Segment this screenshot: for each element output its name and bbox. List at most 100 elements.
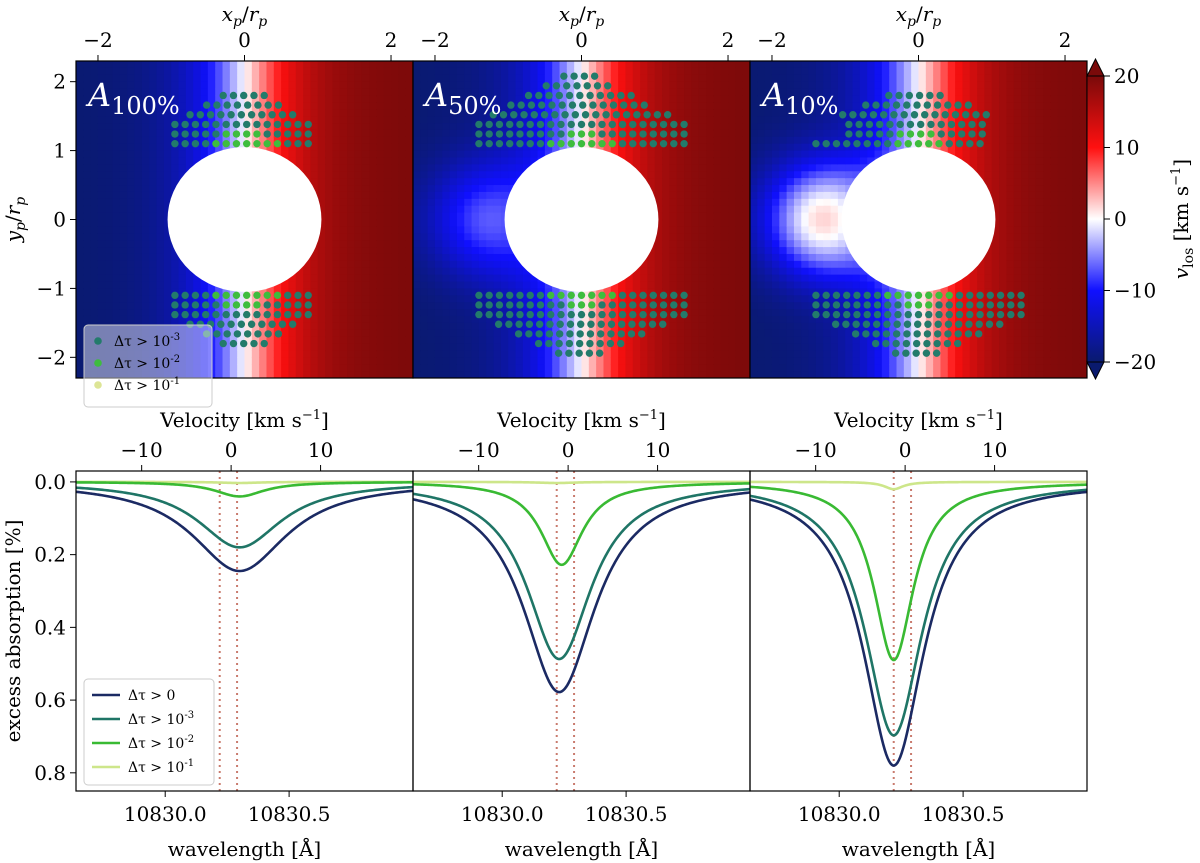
velocity-cell (742, 260, 750, 269)
velocity-cell (625, 274, 634, 283)
velocity-cell (786, 123, 795, 131)
optical-depth-dot (552, 82, 561, 90)
velocity-cell (771, 295, 780, 303)
velocity-cell (405, 274, 413, 283)
velocity-cell (706, 143, 714, 152)
velocity-cell (398, 185, 407, 193)
velocity-cell (90, 198, 99, 207)
velocity-cell (764, 191, 773, 200)
velocity-cell (801, 136, 810, 145)
velocity-cell (383, 219, 392, 227)
velocity-cell (303, 364, 312, 372)
velocity-cell (442, 288, 451, 296)
velocity-cell (295, 364, 304, 372)
velocity-cell (134, 185, 143, 193)
velocity-cell (105, 357, 114, 365)
velocity-cell (720, 315, 729, 324)
velocity-cell (552, 295, 561, 303)
velocity-cell (141, 364, 150, 372)
velocity-cell (552, 336, 561, 345)
velocity-cell (434, 171, 443, 179)
velocity-cell (420, 205, 429, 214)
velocity-cell (163, 295, 172, 303)
velocity-cell (757, 315, 766, 324)
velocity-cell (178, 171, 187, 179)
velocity-cell (317, 116, 326, 124)
velocity-cell (471, 109, 480, 117)
velocity-cell (478, 198, 487, 207)
velocity-cell (361, 357, 370, 365)
velocity-cell (676, 219, 685, 227)
velocity-cell (303, 322, 312, 331)
velocity-cell (771, 164, 780, 172)
velocity-cell (119, 88, 128, 97)
velocity-cell (522, 164, 531, 172)
optical-depth-dot (616, 339, 625, 348)
velocity-cell (786, 357, 795, 365)
velocity-cell (713, 329, 722, 338)
velocity-cell (376, 260, 385, 269)
velocity-cell (559, 329, 568, 338)
velocity-cell (662, 260, 671, 269)
velocity-cell (427, 309, 436, 317)
velocity-cell (141, 267, 150, 276)
velocity-cell (317, 364, 326, 372)
velocity-cell (405, 136, 413, 145)
velocity-cell (347, 350, 355, 358)
optical-depth-dot (586, 330, 595, 338)
velocity-cell (640, 164, 649, 172)
velocity-cell (163, 247, 172, 255)
velocity-cell (566, 371, 575, 378)
velocity-cell (127, 164, 136, 172)
velocity-cell (647, 274, 656, 283)
velocity-cell (706, 123, 714, 131)
velocity-cell (779, 329, 788, 338)
velocity-cell (771, 191, 780, 200)
velocity-cell (750, 102, 758, 110)
velocity-cell (281, 295, 290, 303)
velocity-cell (134, 226, 143, 234)
velocity-cell (332, 343, 341, 352)
velocity-cell (347, 364, 355, 372)
velocity-cell (163, 274, 172, 283)
velocity-cell (171, 102, 180, 110)
velocity-cell (456, 67, 465, 76)
velocity-cell (786, 343, 795, 352)
velocity-cell (764, 343, 773, 352)
velocity-cell (376, 267, 385, 276)
velocity-cell (339, 116, 348, 124)
velocity-cell (750, 205, 758, 214)
velocity-cell (508, 143, 517, 152)
velocity-cell (141, 336, 150, 345)
velocity-cell (610, 61, 619, 69)
velocity-cell (376, 357, 385, 365)
velocity-cell (552, 364, 561, 372)
velocity-cell (325, 178, 334, 186)
velocity-cell (632, 295, 641, 303)
velocity-cell (464, 109, 473, 117)
velocity-cell (654, 219, 663, 227)
velocity-cell (273, 357, 282, 365)
velocity-cell (303, 164, 312, 172)
optical-depth-dot (253, 120, 261, 129)
velocity-cell (654, 267, 663, 276)
velocity-cell (339, 191, 348, 200)
velocity-cell (691, 143, 700, 152)
velocity-cell (193, 329, 202, 338)
velocity-cell (720, 81, 729, 90)
velocity-cell (698, 178, 707, 186)
velocity-cell (259, 302, 268, 310)
optical-depth-dot (546, 320, 554, 328)
velocity-cell (684, 81, 692, 90)
velocity-cell (471, 88, 480, 97)
velocity-cell (493, 364, 502, 372)
velocity-cell (676, 274, 685, 283)
velocity-cell (391, 219, 399, 227)
velocity-cell (728, 371, 736, 378)
velocity-cell (442, 315, 451, 324)
velocity-cell (303, 336, 312, 345)
velocity-cell (178, 288, 187, 296)
velocity-cell (178, 357, 187, 365)
velocity-cell (662, 295, 671, 303)
velocity-cell (757, 309, 766, 317)
